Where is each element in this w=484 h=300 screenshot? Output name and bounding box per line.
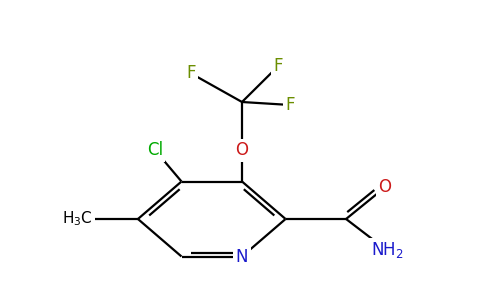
Text: Cl: Cl — [147, 141, 163, 159]
Text: NH$_2$: NH$_2$ — [371, 241, 404, 260]
Text: F: F — [273, 57, 283, 75]
Text: N: N — [236, 248, 248, 266]
Text: F: F — [186, 64, 196, 82]
Text: F: F — [286, 96, 295, 114]
Text: O: O — [378, 178, 391, 196]
Text: O: O — [236, 141, 248, 159]
Text: H$_3$C: H$_3$C — [62, 210, 93, 228]
